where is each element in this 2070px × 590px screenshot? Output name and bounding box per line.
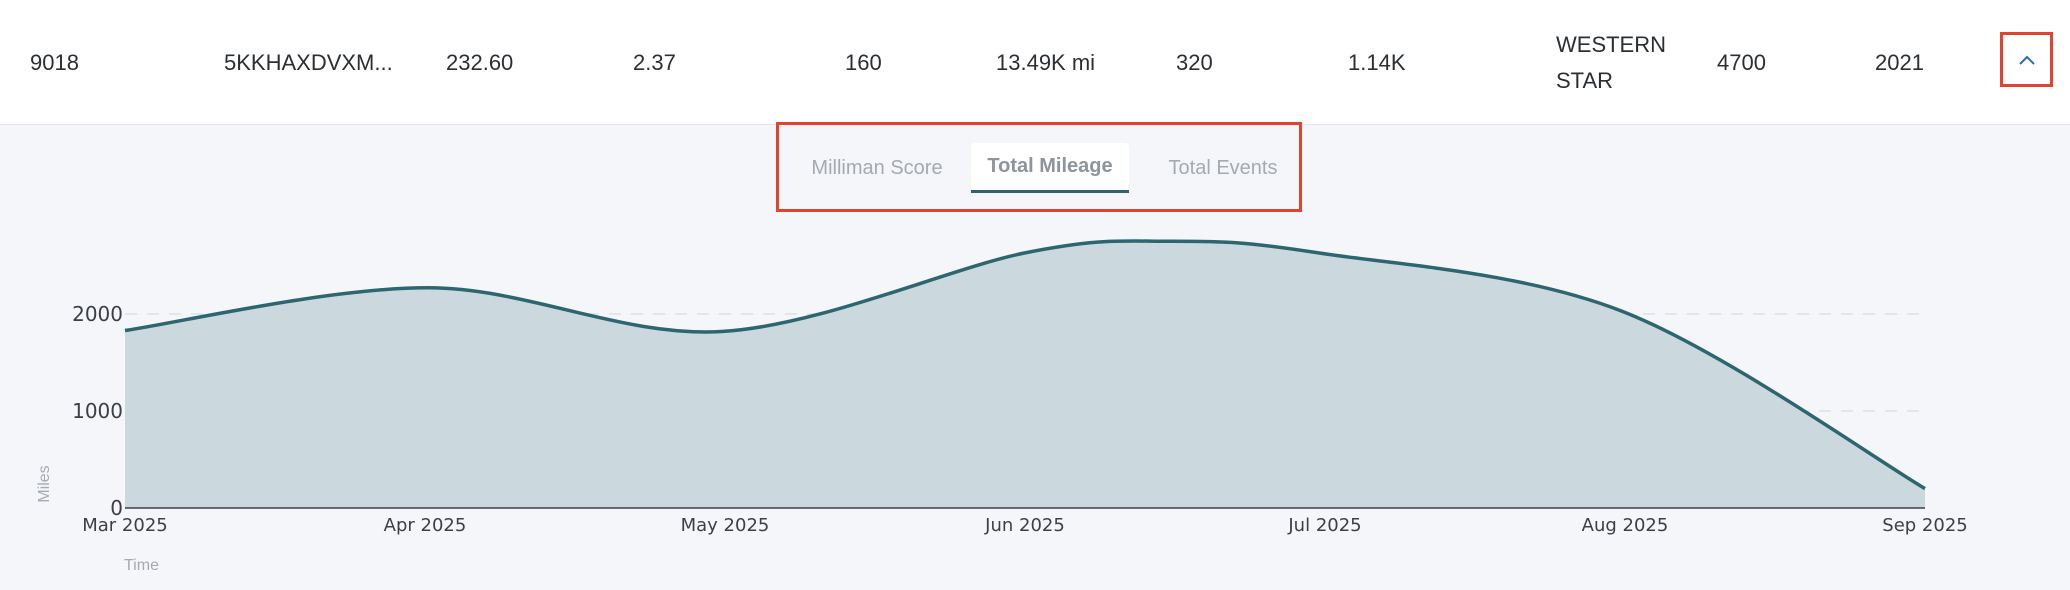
- value-b: 2.37: [633, 49, 676, 75]
- value-a: 232.60: [446, 49, 514, 75]
- x-tick-label: Sep 2025: [1882, 515, 1967, 536]
- x-tick-label: May 2025: [681, 515, 770, 536]
- y-axis-ticks: 0 1000 2000: [72, 302, 123, 520]
- value-d: 320: [1176, 49, 1213, 75]
- make-line-2: STAR: [1556, 67, 1614, 93]
- mileage-chart: 0 1000 2000 Mar 2025 Apr 2025 May 2025 Jun 20…: [36, 239, 1968, 574]
- x-axis-title: Time: [124, 557, 159, 574]
- vehicle-row[interactable]: 9018 5KKHAXDVXM... 232.60 2.37 160 13.49…: [0, 0, 2070, 125]
- x-tick-label: Apr 2025: [384, 515, 467, 536]
- x-axis-ticks: Mar 2025 Apr 2025 May 2025 Jun 2025 Jul 2025…: [82, 515, 1967, 536]
- chevron-up-icon: [2018, 55, 2035, 65]
- x-tick-label: Jul 2025: [1287, 515, 1361, 536]
- x-tick-label: Mar 2025: [82, 515, 168, 536]
- vehicle-id: 9018: [30, 49, 79, 75]
- y-axis-title: Miles: [36, 465, 53, 502]
- mileage-line: [124, 239, 1926, 491]
- tab-total-mileage[interactable]: Total Mileage: [971, 143, 1129, 193]
- vehicle-vin: 5KKHAXDVXM...: [224, 49, 393, 75]
- vehicle-year: 2021: [1875, 49, 1924, 75]
- y-tick-label: 0: [110, 496, 123, 520]
- x-tick-label: Jun 2025: [984, 515, 1065, 536]
- mileage: 13.49K mi: [996, 49, 1096, 75]
- y-tick-label: 2000: [72, 302, 123, 326]
- y-tick-label: 1000: [72, 399, 123, 423]
- value-e: 1.14K: [1348, 49, 1406, 75]
- tab-total-events[interactable]: Total Events: [1168, 156, 1278, 179]
- metric-tabs: Milliman Score Total Mileage Total Event…: [776, 122, 1302, 212]
- make-line-1: WESTERN: [1556, 31, 1666, 57]
- mileage-area: [125, 240, 1925, 508]
- collapse-row-button[interactable]: [2000, 32, 2053, 87]
- vehicle-model: 4700: [1717, 49, 1766, 75]
- tab-milliman-score[interactable]: Milliman Score: [811, 156, 943, 179]
- x-tick-label: Aug 2025: [1582, 515, 1669, 536]
- vehicle-make: WESTERN STAR: [1556, 0, 1676, 125]
- value-c: 160: [845, 49, 882, 75]
